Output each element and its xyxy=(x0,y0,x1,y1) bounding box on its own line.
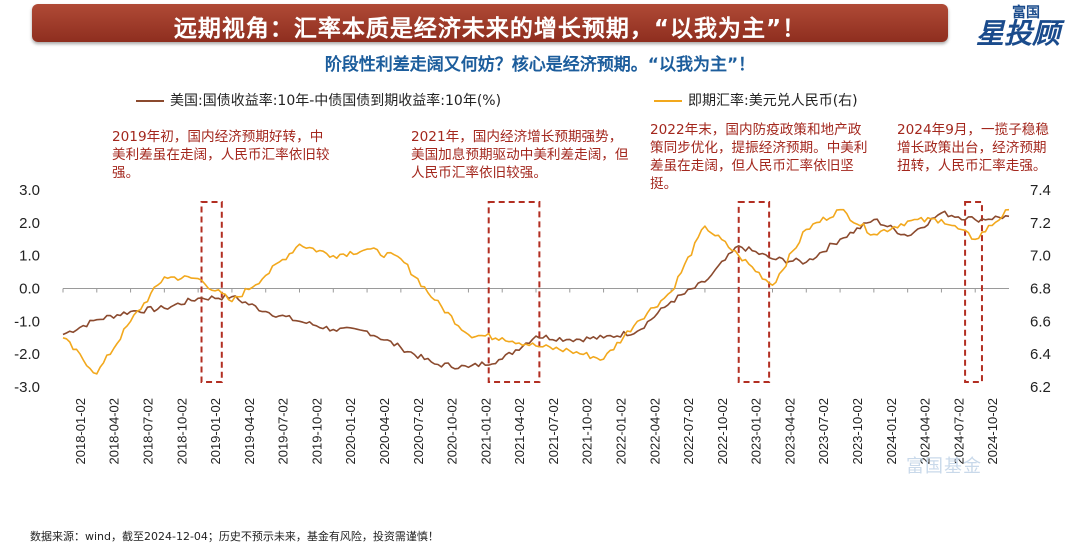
annotation-2021: 2021年，国内经济增长预期强势，美国加息预期驱动中美利差走阔，但人民币汇率依旧… xyxy=(411,129,629,181)
left-axis-tick-label: -2.0 xyxy=(14,346,40,363)
legend-item-fx: 即期汇率:美元兑人民币(右) xyxy=(654,90,858,110)
watermark-text: 富国基金 xyxy=(906,456,982,477)
x-axis-tick-label: 2019-07-02 xyxy=(276,398,291,465)
x-axis-tick-label: 2020-04-02 xyxy=(377,398,392,465)
x-axis-tick-label: 2023-10-02 xyxy=(850,398,865,465)
brand-logo: 富国 星投顾 xyxy=(962,0,1080,50)
left-axis-tick-label: 1.0 xyxy=(19,248,40,265)
annotation-2019: 2019年初，国内经济预期好转，中美利差虽在走阔，人民币汇率依旧较强。 xyxy=(112,129,330,181)
right-axis-tick-label: 6.6 xyxy=(1030,313,1051,330)
x-axis-tick-label: 2021-04-02 xyxy=(512,398,527,465)
page-title: 远期视角：汇率本质是经济未来的增长预期，“以我为主”！ xyxy=(173,16,807,42)
highlight-box xyxy=(964,201,983,383)
legend-label-spread: 美国:国债收益率:10年-中债国债到期收益率:10年(%) xyxy=(170,93,502,109)
x-axis-tick-label: 2021-07-02 xyxy=(546,398,561,465)
title-banner: 远期视角：汇率本质是经济未来的增长预期，“以我为主”！ xyxy=(32,4,948,42)
x-axis-tick-label: 2023-01-02 xyxy=(749,398,764,465)
left-axis-tick-label: 0.0 xyxy=(19,281,40,298)
left-axis-tick-label: 2.0 xyxy=(19,215,40,232)
right-axis-tick-label: 7.2 xyxy=(1030,215,1051,232)
x-axis-tick-label: 2024-01-02 xyxy=(884,398,899,465)
annotation-2022: 2022年末，国内防疫政策和地产政策同步优化，提振经济预期。中美利差虽在走阔，但… xyxy=(650,122,868,192)
logo-top-text: 富国 xyxy=(1012,5,1040,21)
data-source-note: 数据来源：wind，截至2024-12-04；历史不预示未来，基金有风险，投资需… xyxy=(30,530,439,543)
series-line-spread xyxy=(62,210,1010,370)
x-axis-tick-label: 2018-04-02 xyxy=(107,398,122,465)
right-axis-tick-label: 7.4 xyxy=(1030,182,1051,199)
x-axis-tick-label: 2020-07-02 xyxy=(411,398,426,465)
left-axis-tick-label: -3.0 xyxy=(14,379,40,396)
x-axis-tick-label: 2022-01-02 xyxy=(613,398,628,465)
x-axis-tick-label: 2021-01-02 xyxy=(478,398,493,465)
right-axis-tick-label: 7.0 xyxy=(1030,248,1051,265)
legend-swatch-spread xyxy=(136,100,164,102)
right-axis-tick-label: 6.4 xyxy=(1030,346,1051,363)
highlight-box xyxy=(737,201,771,383)
highlight-box xyxy=(200,201,223,383)
annotation-2024: 2024年9月，一揽子稳稳增长政策出台，经济预期扭转，人民币汇率走强。 xyxy=(897,122,1049,174)
x-axis-tick-label: 2020-10-02 xyxy=(445,398,460,465)
left-axis-tick-label: 3.0 xyxy=(19,182,40,199)
x-axis-tick-label: 2019-10-02 xyxy=(309,398,324,465)
legend-swatch-fx xyxy=(654,100,682,102)
x-axis-tick-label: 2019-04-02 xyxy=(242,398,257,465)
x-axis-tick-label: 2024-07-02 xyxy=(951,398,966,465)
legend-item-spread: 美国:国债收益率:10年-中债国债到期收益率:10年(%) xyxy=(136,90,501,110)
x-axis-tick-label: 2019-01-02 xyxy=(208,398,223,465)
x-axis-tick-label: 2024-10-02 xyxy=(985,398,1000,465)
x-axis-tick-label: 2018-10-02 xyxy=(174,398,189,465)
legend-label-fx: 即期汇率:美元兑人民币(右) xyxy=(688,93,858,109)
x-axis-tick-label: 2023-07-02 xyxy=(816,398,831,465)
x-axis-tick-label: 2022-10-02 xyxy=(715,398,730,465)
right-axis-tick-label: 6.8 xyxy=(1030,281,1051,298)
x-axis-tick-label: 2024-04-02 xyxy=(918,398,933,465)
series-line-fx xyxy=(62,208,1010,375)
x-axis-tick-label: 2023-04-02 xyxy=(782,398,797,465)
x-axis-tick-label: 2021-10-02 xyxy=(580,398,595,465)
x-axis-tick-label: 2022-07-02 xyxy=(681,398,696,465)
logo-main-text: 星投顾 xyxy=(976,17,1061,50)
page-subtitle: 阶段性利差走阔又何妨？核心是经济预期。“以我为主”！ xyxy=(324,55,756,75)
x-axis-tick-label: 2018-01-02 xyxy=(73,398,88,465)
highlight-box xyxy=(487,201,541,383)
left-axis-tick-label: -1.0 xyxy=(14,313,40,330)
x-axis-tick-label: 2018-07-02 xyxy=(140,398,155,465)
x-axis-tick-label: 2020-01-02 xyxy=(343,398,358,465)
x-axis-tick-label: 2022-04-02 xyxy=(647,398,662,465)
right-axis-tick-label: 6.2 xyxy=(1030,379,1051,396)
